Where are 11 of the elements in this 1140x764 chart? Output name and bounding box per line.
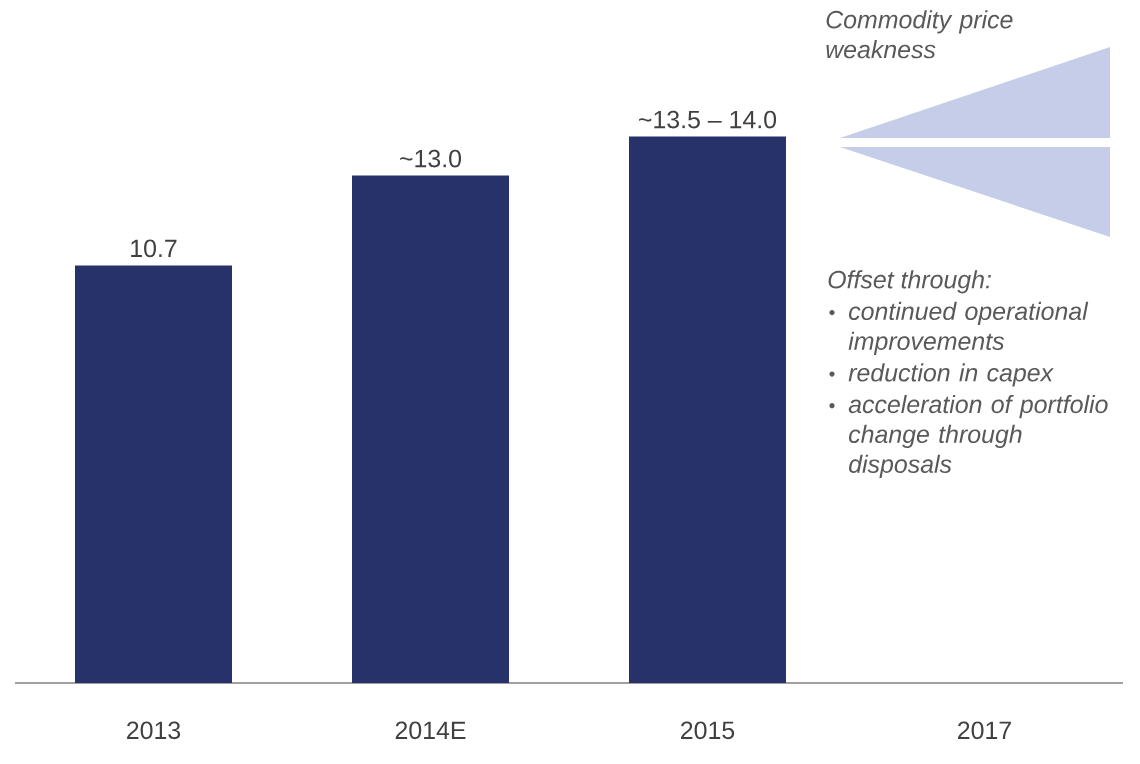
annotation: Offset through: [828,270,991,294]
text: Commodity price weakness [826,10,1013,59]
x-tick-label: 2013 [127,721,181,740]
data-label: ~13.5 – 14.0 [639,110,777,129]
annotation: reduction in capex [848,363,1054,387]
data-label: 10.7 [131,239,177,258]
x-tick-label: 2017 [958,721,1011,740]
annotation: acceleration of portfolio change through disposals [848,394,1108,478]
x-tick-label: 2015 [681,721,735,740]
data-label: ~13.0 [400,149,462,168]
x-tick-label: 2014E [395,721,466,740]
